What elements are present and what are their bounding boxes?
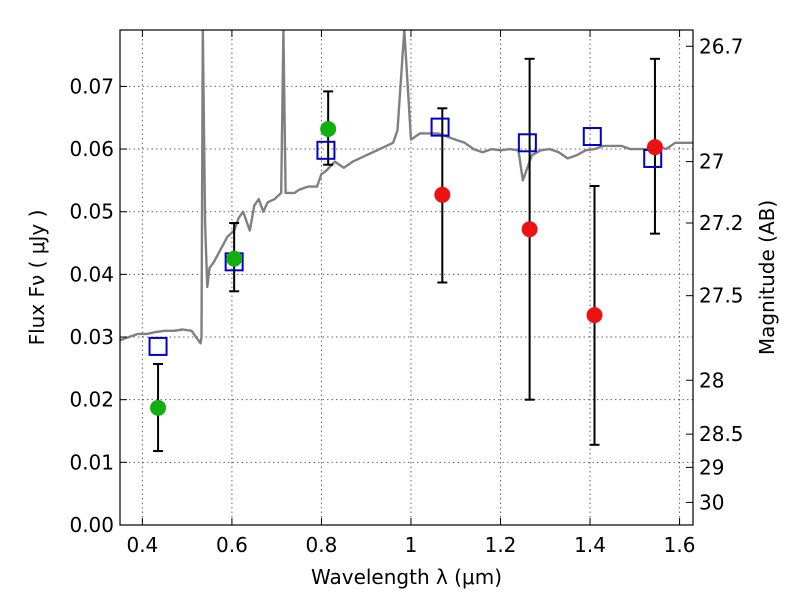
x-tick-label-4: 1.2	[485, 533, 517, 557]
y-axis-label: Flux Fν ( μJy )	[25, 210, 49, 346]
y-tick-label-5: 0.05	[69, 200, 114, 224]
right-tick-label-4: 28	[699, 368, 724, 392]
plot-frame	[119, 29, 694, 526]
model-square-2	[316, 140, 336, 160]
nondetection-point-0	[434, 186, 451, 203]
model-square-3	[430, 117, 450, 137]
x-tick-label-0: 0.4	[126, 533, 158, 557]
right-tick-label-5: 28.5	[699, 422, 744, 446]
right-tick-label-1: 27	[699, 150, 724, 174]
model-photometry-layer	[148, 117, 663, 356]
detection-point-0	[150, 399, 167, 416]
detection-point-2	[320, 121, 337, 137]
y-tick-label-2: 0.02	[69, 388, 114, 412]
spectrum-line	[120, 30, 693, 345]
x-axis-label: Wavelength λ (μm)	[311, 565, 502, 589]
tick-layer: 0.4 0.6 0.8 1 1.2 1.4 1.6 0.00 0.01 0.02 0.03 0.04 0…	[69, 30, 744, 557]
y-tick-label-6: 0.06	[69, 137, 114, 161]
x-tick-label-6: 1.6	[664, 533, 696, 557]
nondetection-point-2	[586, 307, 603, 324]
y-tick-label-7: 0.07	[69, 74, 114, 98]
x-tick-label-1: 0.6	[216, 533, 248, 557]
right-tick-label-3: 27.5	[699, 284, 744, 308]
y-tick-label-0: 0.00	[69, 513, 114, 537]
right-tick-label-2: 27.2	[699, 211, 744, 235]
right-tick-label-0: 26.7	[699, 34, 744, 58]
spectrum-layer	[120, 30, 693, 345]
nondetection-point-1	[521, 221, 538, 238]
measurement-layer	[150, 121, 663, 416]
model-square-0	[148, 336, 168, 356]
nondetection-point-3	[646, 139, 663, 156]
x-tick-label-5: 1.4	[574, 533, 606, 557]
y-tick-label-3: 0.03	[69, 325, 114, 349]
model-square-4	[517, 133, 537, 153]
right-tick-label-6: 29	[699, 455, 724, 479]
x-tick-label-2: 0.8	[306, 533, 338, 557]
y-tick-label-1: 0.01	[69, 450, 114, 474]
detection-point-1	[226, 250, 243, 267]
model-square-5	[582, 127, 602, 147]
right-tick-label-7: 30	[699, 490, 724, 514]
y-right-axis-label: Magnitude (AB)	[755, 200, 779, 355]
y-tick-label-4: 0.04	[69, 262, 114, 286]
x-tick-label-3: 1	[405, 533, 418, 557]
